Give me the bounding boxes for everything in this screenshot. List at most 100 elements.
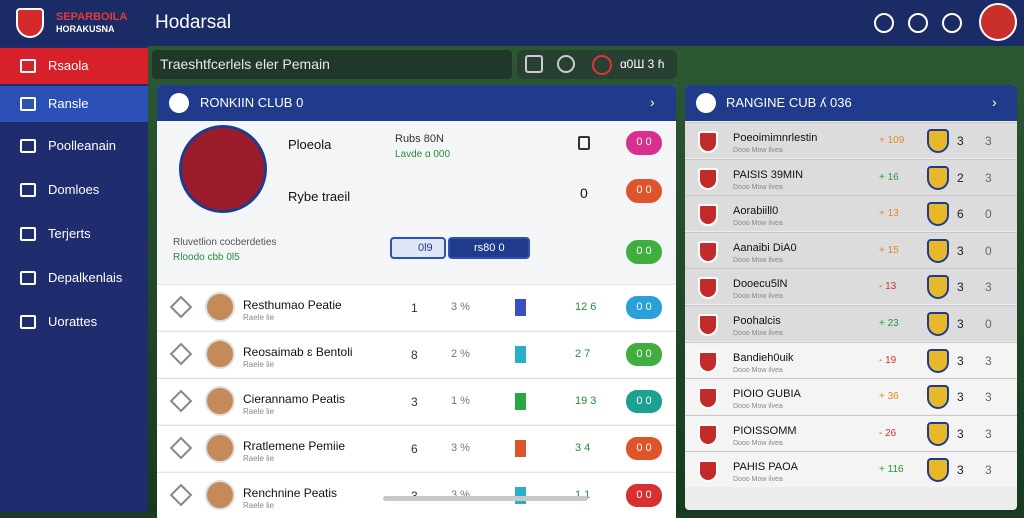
ranking-row[interactable]: Aorabiill0 Dooo Mow ilvea + 13 6 0	[685, 195, 1017, 232]
club-sub: Dooo Mow ilvea	[733, 366, 783, 374]
row-score: 12 6	[575, 301, 597, 313]
icon-button[interactable]	[942, 13, 962, 33]
row-name: Renchnine Peatis	[243, 486, 338, 500]
club-change: + 36	[879, 391, 899, 403]
club-sub: Dooo Mow ilvea	[733, 183, 783, 191]
table-row[interactable]: Reosaimab ɛ Bentoli Raele lie 8 2 % 2 7 0 0	[157, 331, 676, 377]
table-row[interactable]: Rratlemene Pemiie Raele lie 6 3 % 3 4 0 0	[157, 425, 676, 471]
panel-header	[685, 85, 1017, 121]
club-value: 3	[957, 426, 964, 441]
club-extra: 3	[985, 463, 992, 478]
chip: ɑ0Ш 3 ɦ	[620, 57, 665, 71]
ranking-row[interactable]: Poohalcis Dooo Mow ilvea + 23 3 0	[685, 305, 1017, 341]
nav-item[interactable]: Rsaola	[0, 48, 148, 84]
player-club-sub: Lavde ɑ 000	[395, 149, 451, 160]
row-sub: Raele lie	[243, 501, 275, 510]
nav-icon	[20, 271, 36, 285]
club-sub: Dooo Mow ilvea	[733, 293, 783, 301]
cursor-icon	[578, 136, 590, 150]
badge-label: 0 0	[636, 489, 652, 501]
nav-icon	[20, 227, 36, 241]
table-row[interactable]: Cierannamo Peatis Raele lie 3 1 % 19 3 0 0	[157, 378, 676, 424]
row-score: 19 3	[575, 395, 597, 407]
club-value: 3	[957, 243, 964, 258]
player-button[interactable]: rs80 0	[448, 237, 530, 259]
ranking-row[interactable]: Poeoimimnrlestin Dooo Mow ilvea + 109 3 3	[685, 122, 1017, 158]
icon-button[interactable]	[874, 13, 894, 33]
search-bar[interactable]	[152, 50, 512, 79]
tool-button[interactable]	[557, 55, 575, 73]
nav-item[interactable]: Uorattes	[0, 304, 148, 340]
brand-sub: HORAKUSNA	[56, 24, 115, 34]
nav-item[interactable]: Depalkenlais	[0, 260, 148, 296]
row-square	[515, 346, 526, 363]
club-badge	[927, 421, 949, 446]
tool-button[interactable]	[525, 55, 543, 73]
search-placeholder: Traeshtfcerlels eler Pemain	[160, 56, 330, 72]
nav-item[interactable]: Poolleanain	[0, 128, 148, 164]
ranking-row[interactable]: Aanaibi DiA0 Dooo Mow ilvea + 15 3 0	[685, 231, 1017, 268]
chevron: ›	[992, 94, 997, 110]
player-button-label: 0l9	[418, 242, 433, 254]
ranking-row[interactable]: Bandieh0uik Dooo Mow ilvea - 19 3 3	[685, 341, 1017, 378]
club-crest	[698, 460, 718, 483]
club-value: 3	[957, 390, 964, 405]
ranking-row[interactable]: Dooecu5lN Dooo Mow ilvea - 13 3 3	[685, 268, 1017, 305]
club-change: - 13	[879, 281, 897, 293]
club-value: 3	[957, 353, 964, 368]
row-square	[515, 440, 526, 457]
row-sub: Raele lie	[243, 454, 275, 463]
club-crest	[698, 167, 718, 190]
club-value: 3	[957, 280, 964, 295]
row-badge: 0 0	[626, 343, 662, 366]
club-extra: 3	[985, 390, 992, 405]
club-badge	[927, 458, 949, 483]
row-avatar	[205, 292, 235, 322]
player-club: Rubs 80N	[395, 133, 444, 145]
row-icon	[169, 389, 193, 413]
club-value: 3	[957, 317, 964, 331]
player-button[interactable]: 0l9	[390, 237, 446, 259]
club-value: 3	[957, 463, 964, 478]
scrollbar	[383, 496, 588, 501]
nav-item[interactable]: Terjerts	[0, 216, 148, 252]
club-crest	[698, 350, 718, 373]
row-sub: Raele lie	[243, 360, 275, 369]
club-name: Poeoimimnrlestin	[733, 132, 818, 144]
club-sub: Dooo Mow ilvea	[733, 476, 783, 484]
club-badge	[927, 165, 949, 190]
club-sub: Dooo Mow ilvea	[733, 439, 783, 447]
player-badge: 0 0	[626, 240, 662, 264]
club-crest	[698, 314, 718, 336]
row-avatar	[205, 339, 235, 369]
table-row[interactable]: Resthumao Peatie Raele lie 1 3 % 12 6 0 0	[157, 284, 676, 330]
badge-label: 0 0	[636, 395, 652, 407]
icon-button[interactable]	[908, 13, 928, 33]
club-change: - 19	[879, 354, 897, 366]
club-badge	[927, 202, 949, 227]
nav-label: Ransle	[48, 96, 89, 111]
avatar[interactable]	[979, 3, 1017, 41]
chip-icon	[592, 55, 612, 75]
ranking-row[interactable]: PIOISSOMM Dooo Mow ilvea - 26 3 3	[685, 414, 1017, 451]
club-change: + 109	[879, 135, 905, 146]
row-icon	[169, 483, 193, 507]
ranking-row[interactable]: PIOIO GUBIA Dooo Mow ilvea + 36 3 3	[685, 378, 1017, 415]
player-button-label: rs80 0	[474, 242, 505, 254]
ranking-row[interactable]: PAHIS PAOA Dooo Mow ilvea + 116 3 3	[685, 451, 1017, 488]
club-extra: 3	[985, 134, 992, 148]
nav-item[interactable]: Ransle	[0, 86, 148, 122]
caption: Rluvetlion cocberdeties	[173, 237, 277, 248]
row-rank: 1	[411, 301, 418, 315]
player-photo	[179, 125, 267, 213]
club-badge	[927, 385, 949, 410]
club-name: Dooecu5lN	[733, 278, 788, 291]
club-value: 6	[957, 207, 964, 222]
ranking-row[interactable]: PAISIS 39MIN Dooo Mow ilvea + 16 2 3	[685, 158, 1017, 195]
row-name: Rratlemene Pemiie	[243, 439, 346, 453]
club-extra: 0	[985, 317, 992, 331]
nav-item[interactable]: Domloes	[0, 172, 148, 208]
panel-header	[157, 85, 676, 121]
